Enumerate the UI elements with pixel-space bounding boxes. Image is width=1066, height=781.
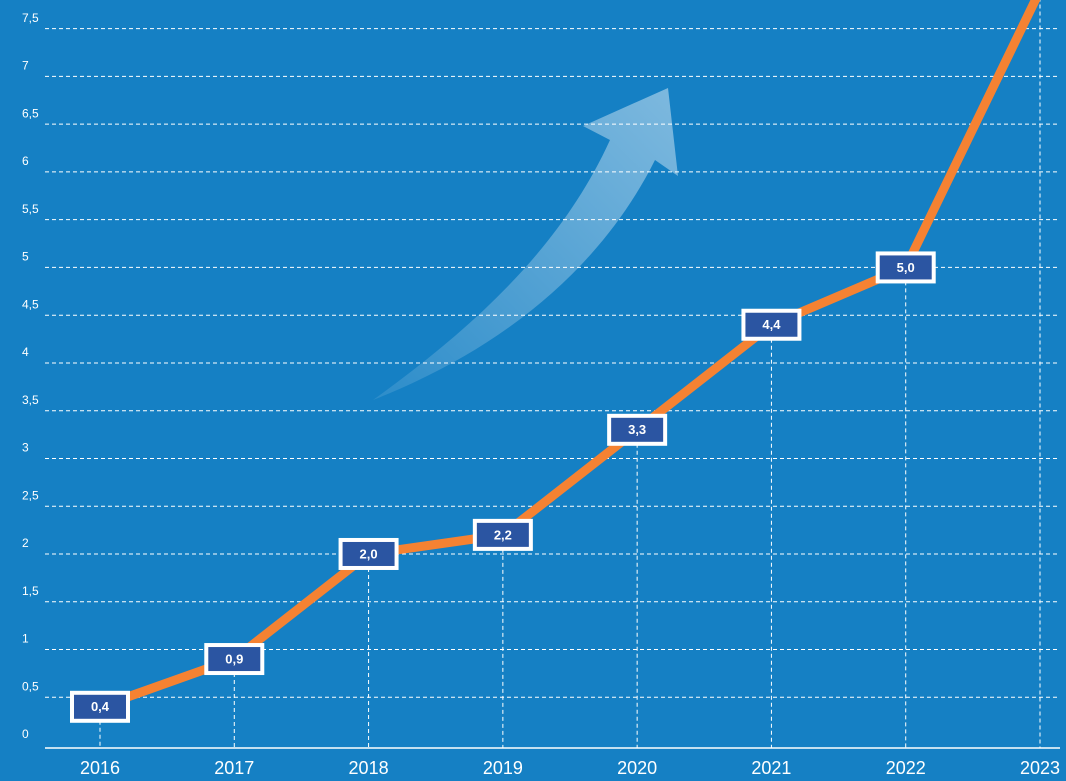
y-tick-label: 5,5 xyxy=(22,202,39,216)
y-tick-label: 3 xyxy=(22,441,29,455)
y-tick-label: 2,5 xyxy=(22,488,39,502)
value-label: 2,2 xyxy=(494,527,512,542)
background xyxy=(0,0,1066,781)
value-label: 2,0 xyxy=(360,546,378,561)
value-label: 5,0 xyxy=(897,260,915,275)
y-tick-label: 6,5 xyxy=(22,106,39,120)
y-tick-label: 7 xyxy=(22,59,29,73)
x-tick-label: 2020 xyxy=(617,758,657,778)
y-tick-label: 6 xyxy=(22,154,29,168)
x-tick-label: 2016 xyxy=(80,758,120,778)
x-tick-label: 2022 xyxy=(886,758,926,778)
y-tick-label: 1 xyxy=(22,632,29,646)
y-tick-label: 1,5 xyxy=(22,584,39,598)
x-tick-label: 2023 xyxy=(1020,758,1060,778)
y-tick-label: 5 xyxy=(22,250,29,264)
y-tick-label: 4,5 xyxy=(22,297,39,311)
value-label: 0,9 xyxy=(225,651,243,666)
y-tick-label: 7,5 xyxy=(22,11,39,25)
y-tick-label: 0,5 xyxy=(22,679,39,693)
value-label: 0,4 xyxy=(91,699,110,714)
value-label: 4,4 xyxy=(762,317,781,332)
y-tick-label: 3,5 xyxy=(22,393,39,407)
x-tick-label: 2018 xyxy=(349,758,389,778)
chart: 0 0,5 1 1,5 2 2,5 3 3,5 4 4,5 5 5,5 6 6,5 7 7,5 2016 2017… xyxy=(0,0,1066,781)
x-tick-label: 2021 xyxy=(751,758,791,778)
y-tick-label: 2 xyxy=(22,536,29,550)
y-tick-label: 0 xyxy=(22,727,29,741)
value-label: 3,3 xyxy=(628,422,646,437)
y-tick-label: 4 xyxy=(22,345,29,359)
x-tick-label: 2017 xyxy=(214,758,254,778)
x-tick-label: 2019 xyxy=(483,758,523,778)
